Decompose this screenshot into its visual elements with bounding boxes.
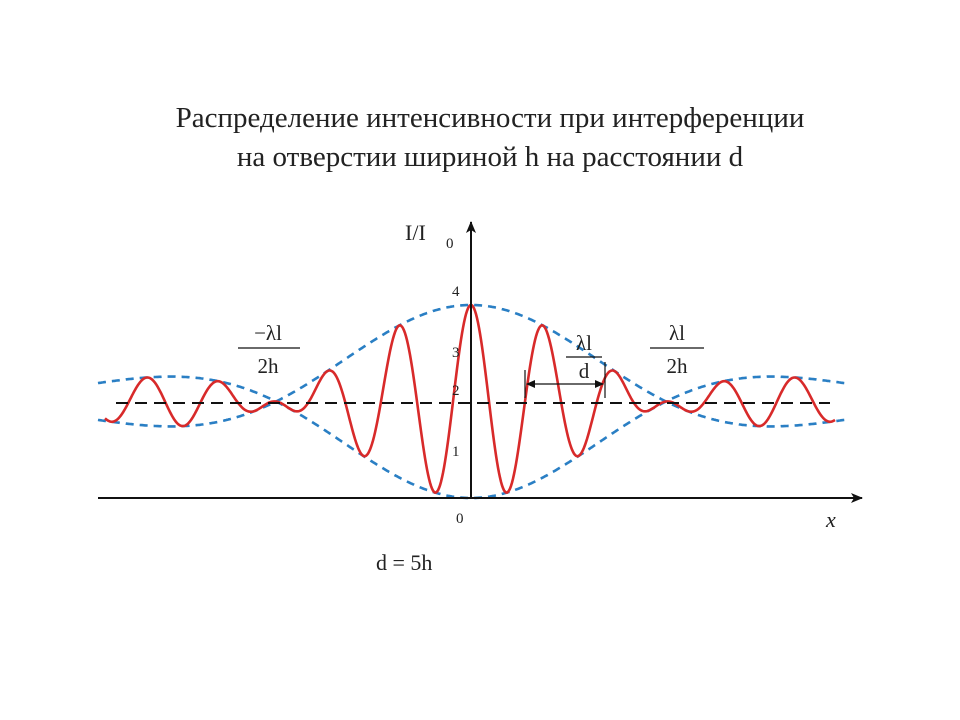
x-axis-label: x [825,507,836,532]
plot [97,303,849,500]
envelope [97,375,849,500]
origin-label: 0 [456,511,464,527]
annotation-denominator: 2h [258,354,280,378]
envelope [97,303,849,428]
y-axis-label: I/I [405,220,426,245]
annotation-numerator: λl [576,331,592,355]
tick-label: 4 [452,284,460,300]
tick-label: 1 [452,444,460,460]
annotation-denominator: 2h [667,354,689,378]
tick-label: 2 [452,383,460,399]
annotation-numerator: λl [669,321,685,345]
title-line: на отверстии шириной h на расстоянии d [237,141,744,173]
title-line: Распределение интенсивности при интерфер… [176,102,805,134]
annotation-denominator: d [579,359,590,383]
annotation-numerator: −λl [254,321,282,345]
y-axis-subscript: 0 [446,236,454,252]
caption: d = 5h [376,550,432,575]
tick-label: 3 [452,345,460,361]
